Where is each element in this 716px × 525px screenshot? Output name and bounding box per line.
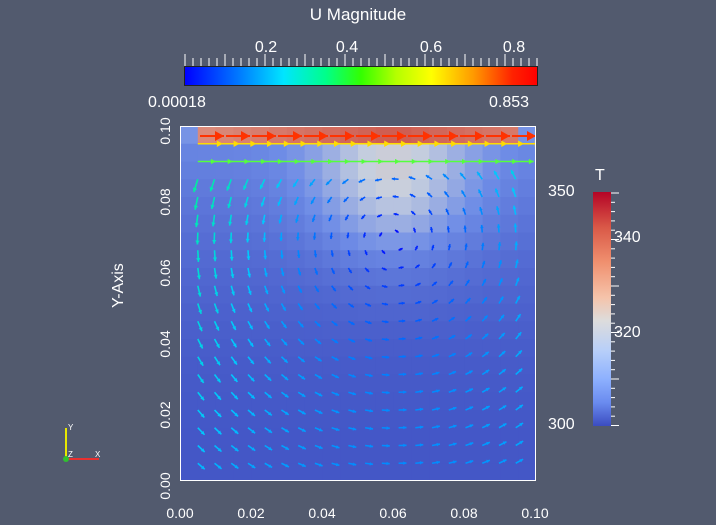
render-view-plot[interactable] [180,126,536,481]
y-axis-tick-label: 0.10 [157,117,173,145]
t-legend-tick-label: 350 [548,183,575,200]
u-legend-tick-label: 0.6 [419,39,443,56]
u-legend-range-max: 0.853 [489,94,530,111]
orientation-z-label: Z [68,450,73,459]
u-legend-range-min: 0.00018 [148,94,206,111]
t-legend-tick-label: 320 [614,324,641,341]
t-colorbar[interactable] [593,192,611,426]
x-axis-tick-label: 0.02 [237,505,265,521]
x-axis-tick-label: 0.00 [166,505,194,521]
t-legend-tick-label: 300 [548,416,575,433]
u-legend-tick-marks [184,54,538,66]
u-magnitude-colorbar[interactable] [184,66,538,86]
orientation-x-label: X [95,450,101,459]
x-axis-tick-label: 0.04 [308,505,336,521]
t-legend-tick-marks [611,192,619,426]
u-legend-tick-label: 0.4 [335,39,359,56]
u-legend-tick-label: 0.8 [502,39,526,56]
y-axis-label: Y-Axis [110,263,127,308]
t-legend-title: T [595,167,605,184]
u-magnitude-legend-title: U Magnitude [309,5,407,24]
x-axis-tick-label: 0.08 [450,505,478,521]
orientation-axes-widget: Y Z X [63,423,101,462]
x-axis-tick-label: 0.10 [521,505,549,521]
y-axis-tick-label: 0.04 [157,330,173,358]
y-axis-tick-label: 0.02 [157,401,173,429]
x-axis-tick-label: 0.06 [379,505,407,521]
y-axis-tick-label: 0.08 [157,188,173,216]
t-legend-tick-label: 340 [614,229,641,246]
u-legend-tick-label: 0.2 [254,39,278,56]
orientation-y-label: Y [68,423,74,432]
y-axis-tick-label: 0.06 [157,259,173,287]
y-axis-tick-label: 0.00 [157,472,173,500]
